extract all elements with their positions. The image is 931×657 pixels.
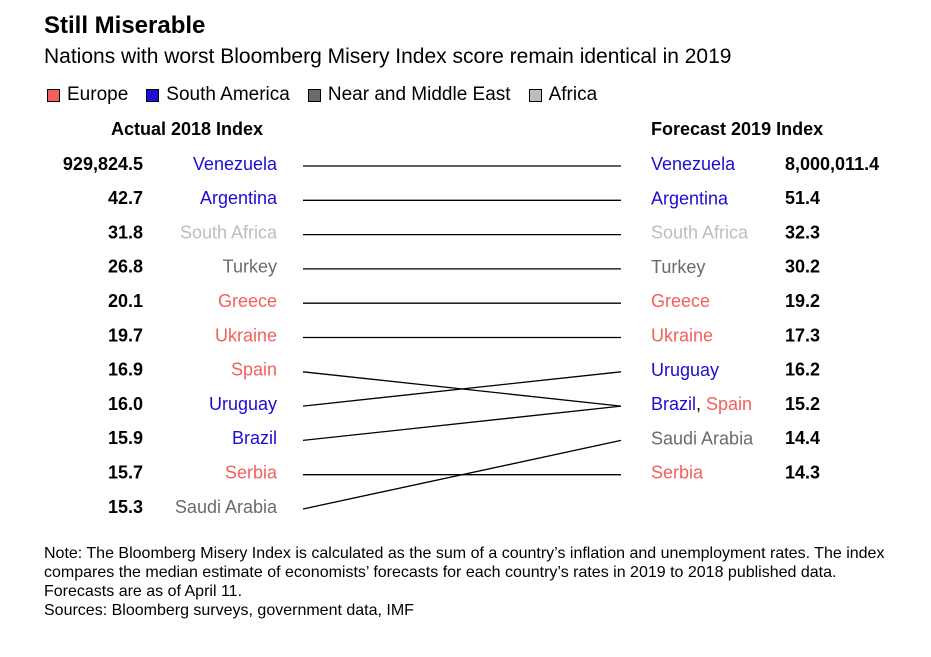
slope-line bbox=[302, 371, 622, 407]
right-country-label: Serbia bbox=[651, 462, 704, 482]
left-country-label: Venezuela bbox=[193, 154, 278, 174]
legend-swatch bbox=[307, 88, 321, 102]
left-value-label: 15.3 bbox=[108, 497, 143, 517]
right-country-label: Argentina bbox=[651, 188, 729, 208]
right-country-name: Greece bbox=[651, 291, 710, 311]
right-country-name: Venezuela bbox=[651, 154, 736, 174]
right-country-name: Argentina bbox=[651, 188, 729, 208]
chart-title: Still Miserable bbox=[44, 12, 206, 39]
legend-swatch bbox=[47, 88, 60, 102]
legend-swatch bbox=[146, 88, 160, 102]
right-value-label: 17.3 bbox=[785, 325, 820, 345]
legend: Europe South America Near and Middle East A… bbox=[47, 84, 615, 106]
legend-swatch bbox=[528, 88, 542, 102]
right-country-label: Greece bbox=[651, 291, 710, 311]
right-country-name: Turkey bbox=[651, 257, 705, 277]
right-value-label: 8,000,011.4 bbox=[785, 154, 879, 174]
left-country-label: Brazil bbox=[232, 428, 277, 448]
right-country-label: Uruguay bbox=[651, 360, 719, 380]
left-value-label: 16.9 bbox=[108, 360, 143, 380]
left-value-label: 16.0 bbox=[108, 394, 143, 414]
right-country-label: Saudi Arabia bbox=[651, 428, 754, 448]
left-column-header: Actual 2018 Index bbox=[111, 119, 264, 139]
right-value-label: 51.4 bbox=[785, 188, 820, 208]
left-value-label: 20.1 bbox=[108, 291, 143, 311]
right-value-label: 16.2 bbox=[785, 360, 820, 380]
legend-item: Near and Middle East bbox=[307, 84, 511, 106]
right-value-label: 14.3 bbox=[785, 462, 820, 482]
legend-label: Near and Middle East bbox=[327, 84, 511, 105]
right-value-label: 15.2 bbox=[785, 394, 820, 414]
right-value-label: 32.3 bbox=[785, 222, 820, 242]
right-country-name: Brazil bbox=[651, 394, 696, 414]
legend-item: Africa bbox=[528, 84, 598, 106]
slope-line bbox=[302, 439, 622, 510]
right-country-label: Turkey bbox=[651, 257, 705, 277]
left-value-label: 19.7 bbox=[108, 325, 143, 345]
right-country-name: Spain bbox=[706, 394, 752, 414]
left-country-label: Uruguay bbox=[209, 394, 277, 414]
legend-item: Europe bbox=[47, 84, 128, 106]
right-value-label: 14.4 bbox=[785, 428, 820, 448]
right-country-name: Ukraine bbox=[651, 325, 713, 345]
left-country-label: Ukraine bbox=[215, 325, 277, 345]
legend-label: South America bbox=[166, 84, 290, 105]
legend-label: Europe bbox=[67, 84, 129, 105]
right-country-label: Brazil, Spain bbox=[651, 394, 752, 414]
right-country-name: Serbia bbox=[651, 462, 704, 482]
right-country-name: South Africa bbox=[651, 222, 749, 242]
chart-subtitle: Nations with worst Bloomberg Misery Inde… bbox=[44, 45, 732, 68]
left-value-label: 929,824.5 bbox=[63, 154, 143, 174]
right-country-name: Uruguay bbox=[651, 360, 719, 380]
left-value-label: 26.8 bbox=[108, 257, 143, 277]
left-country-label: Turkey bbox=[223, 257, 277, 277]
left-country-label: Saudi Arabia bbox=[175, 497, 278, 517]
note-text: Note: The Bloomberg Misery Index is calc… bbox=[44, 545, 885, 600]
left-country-label: South Africa bbox=[180, 222, 278, 242]
footnote: Note: The Bloomberg Misery Index is calc… bbox=[44, 544, 904, 620]
left-value-label: 31.8 bbox=[108, 222, 143, 242]
legend-label: Africa bbox=[548, 84, 598, 105]
legend-item: South America bbox=[146, 84, 290, 106]
slope-line bbox=[302, 405, 622, 442]
right-country-label: Ukraine bbox=[651, 325, 713, 345]
left-country-label: Spain bbox=[231, 360, 277, 380]
right-country-name: Saudi Arabia bbox=[651, 428, 754, 448]
left-value-label: 15.9 bbox=[108, 428, 143, 448]
right-country-label: South Africa bbox=[651, 222, 749, 242]
left-country-label: Argentina bbox=[200, 188, 278, 208]
slope-chart: 929,824.5 Venezuela 42.7 Argentina 31.8 South… bbox=[63, 154, 879, 517]
left-value-label: 42.7 bbox=[108, 188, 143, 208]
left-country-label: Serbia bbox=[225, 462, 278, 482]
right-country-label: Venezuela bbox=[651, 154, 736, 174]
left-value-label: 15.7 bbox=[108, 462, 143, 482]
right-value-label: 30.2 bbox=[785, 257, 820, 277]
right-value-label: 19.2 bbox=[785, 291, 820, 311]
left-country-label: Greece bbox=[218, 291, 277, 311]
right-column-header: Forecast 2019 Index bbox=[651, 119, 824, 139]
sources-text: Sources: Bloomberg surveys, government d… bbox=[44, 602, 414, 619]
